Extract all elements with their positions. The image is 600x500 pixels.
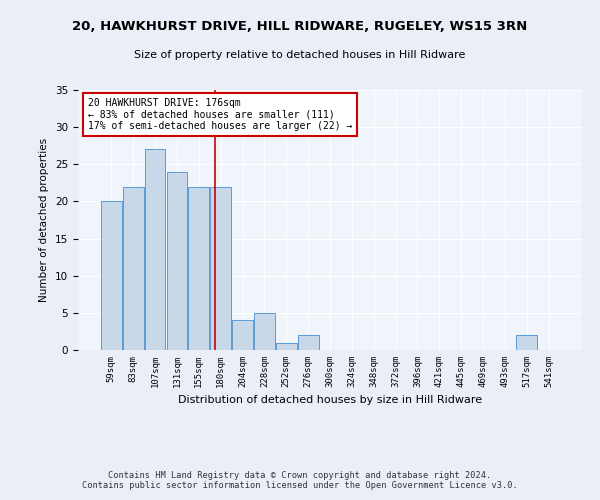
Bar (188, 186, 209, 350)
Bar (298, 335, 319, 350)
Bar (254, 313, 275, 350)
Bar (210, 186, 231, 350)
Y-axis label: Number of detached properties: Number of detached properties (40, 138, 49, 302)
Bar (167, 172, 187, 350)
X-axis label: Distribution of detached houses by size in Hill Ridware: Distribution of detached houses by size … (178, 396, 482, 406)
Text: 20 HAWKHURST DRIVE: 176sqm
← 83% of detached houses are smaller (111)
17% of sem: 20 HAWKHURST DRIVE: 176sqm ← 83% of deta… (88, 98, 352, 131)
Bar (101, 202, 122, 350)
Bar (232, 320, 253, 350)
Bar (145, 150, 166, 350)
Bar (517, 335, 537, 350)
Text: Contains HM Land Registry data © Crown copyright and database right 2024.
Contai: Contains HM Land Registry data © Crown c… (82, 470, 518, 490)
Bar (123, 186, 143, 350)
Text: Size of property relative to detached houses in Hill Ridware: Size of property relative to detached ho… (134, 50, 466, 60)
Bar (276, 342, 296, 350)
Text: 20, HAWKHURST DRIVE, HILL RIDWARE, RUGELEY, WS15 3RN: 20, HAWKHURST DRIVE, HILL RIDWARE, RUGEL… (73, 20, 527, 33)
